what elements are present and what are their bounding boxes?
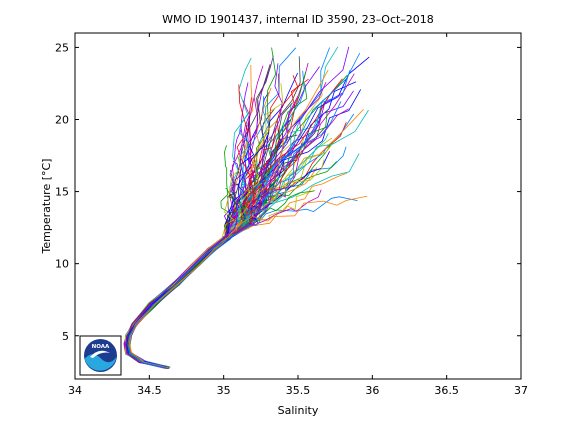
x-tick-label: 34 [68,384,82,397]
x-tick-label: 36 [365,384,379,397]
x-axis-label: Salinity [278,404,319,417]
noaa-logo: NOAA [79,335,122,376]
x-tick-label: 35.5 [286,384,311,397]
chart-title: WMO ID 1901437, internal ID 3590, 23–Oct… [162,13,434,26]
y-axis-ticks: 5 10 15 20 25 [55,41,521,343]
logo-wave [84,354,117,371]
y-tick-label: 20 [55,114,69,127]
plot-area: 34 34.5 35 35.5 36 36.5 37 5 10 15 20 25 [55,32,528,397]
y-tick-label: 25 [55,41,69,54]
profile-curves [123,46,370,369]
y-axis-label: Temperature [°C] [40,159,53,255]
logo-gull [90,350,110,358]
profile-line [125,125,248,369]
y-tick-label: 5 [62,330,69,343]
x-tick-label: 35 [217,384,231,397]
y-tick-label: 10 [55,258,69,271]
logo-text: NOAA [92,344,110,350]
x-tick-label: 37 [514,384,528,397]
x-tick-label: 34.5 [137,384,162,397]
profile-line [127,101,342,369]
x-axis-ticks: 34 34.5 35 35.5 36 36.5 37 [68,33,528,397]
profile-line [128,195,368,369]
x-tick-label: 36.5 [434,384,459,397]
y-tick-label: 15 [55,186,69,199]
